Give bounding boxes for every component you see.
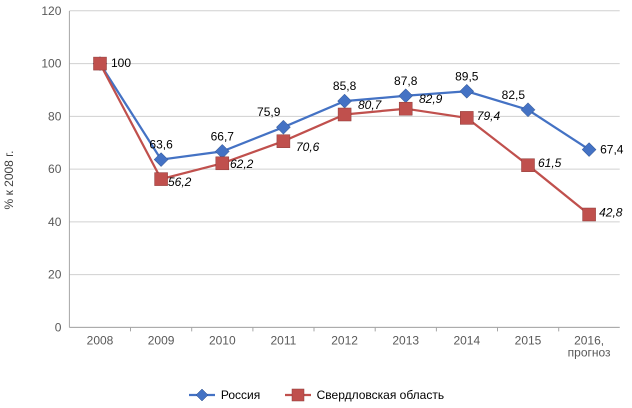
svg-text:прогноз: прогноз [568,345,611,359]
svg-text:63,6: 63,6 [149,138,173,152]
svg-text:75,9: 75,9 [257,105,281,119]
svg-text:2015: 2015 [515,333,542,347]
svg-text:2014: 2014 [453,333,480,347]
svg-text:79,4: 79,4 [477,109,501,123]
svg-text:2009: 2009 [148,333,175,347]
svg-text:2008: 2008 [87,333,114,347]
svg-text:2011: 2011 [270,333,296,347]
svg-text:60: 60 [48,162,62,176]
svg-text:2012: 2012 [331,333,358,347]
svg-text:0: 0 [55,320,62,334]
svg-text:42,8: 42,8 [599,206,623,220]
svg-text:40: 40 [48,215,62,229]
svg-text:66,7: 66,7 [211,129,235,143]
svg-text:62,2: 62,2 [230,157,254,171]
svg-text:82,5: 82,5 [502,88,526,102]
svg-text:61,5: 61,5 [538,156,562,170]
svg-text:67,4: 67,4 [600,143,624,157]
svg-text:56,2: 56,2 [168,175,192,189]
svg-text:87,8: 87,8 [394,74,418,88]
svg-text:2013: 2013 [392,333,419,347]
svg-text:80,7: 80,7 [358,98,383,112]
svg-text:82,9: 82,9 [419,92,443,106]
svg-text:80: 80 [48,109,62,123]
svg-text:89,5: 89,5 [455,69,479,83]
svg-text:85,8: 85,8 [333,79,357,93]
svg-text:120: 120 [41,4,61,18]
svg-text:100: 100 [111,56,131,70]
svg-text:100: 100 [41,57,61,71]
svg-text:70,6: 70,6 [296,140,320,154]
svg-text:20: 20 [48,268,62,282]
svg-text:2010: 2010 [209,333,236,347]
